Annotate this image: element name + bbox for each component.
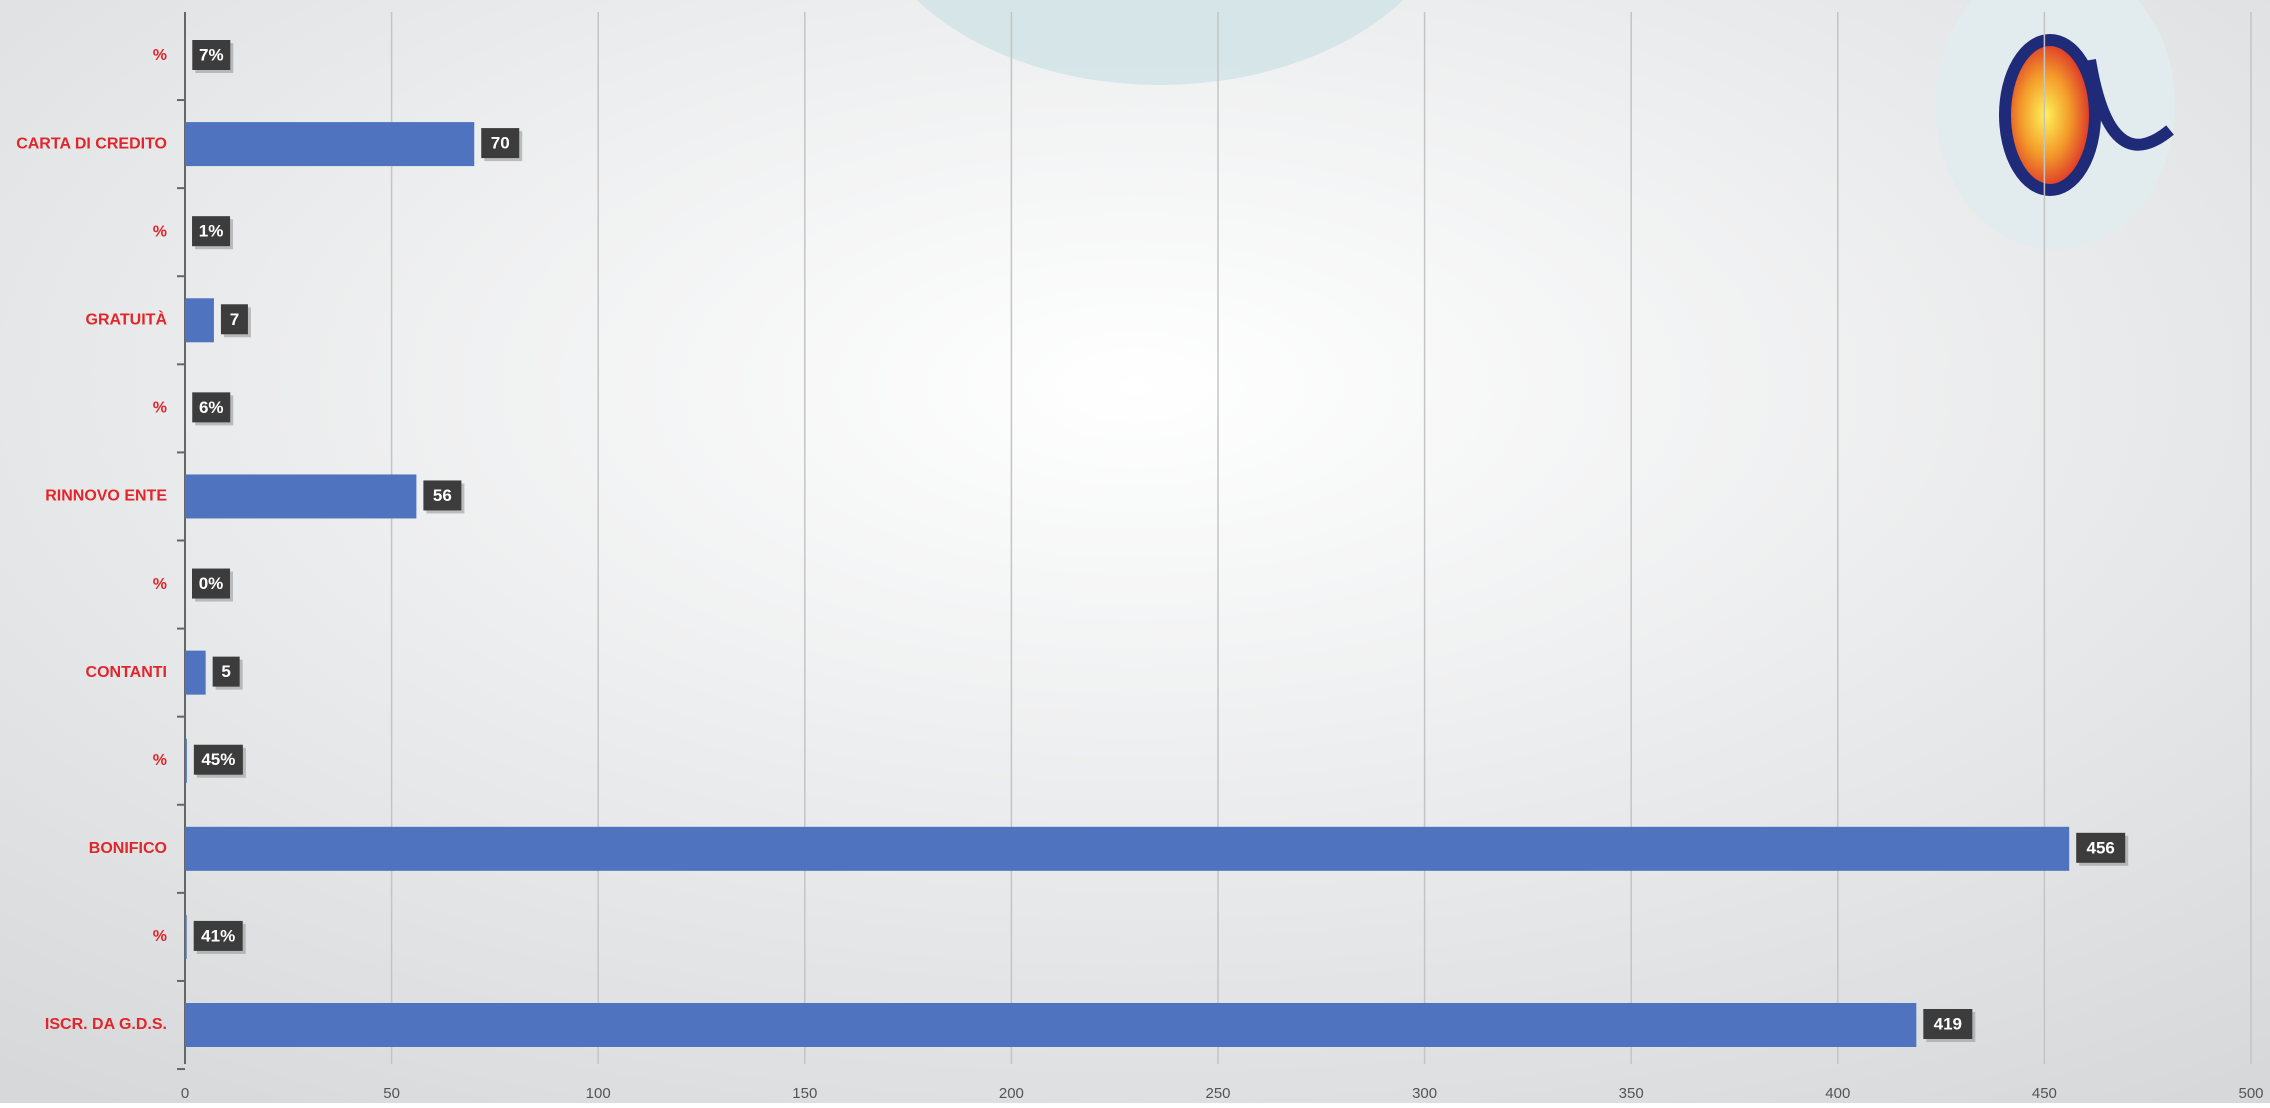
x-tick-label: 0 [181, 1085, 189, 1102]
x-tick-label: 350 [1619, 1085, 1644, 1102]
data-label: 45% [201, 750, 235, 769]
y-tick-label: CONTANTI [86, 664, 167, 681]
data-label: 5 [221, 662, 230, 681]
data-label: 7% [199, 45, 224, 64]
x-tick-label: 100 [586, 1085, 611, 1102]
data-label: 0% [199, 574, 224, 593]
y-tick-label: % [153, 752, 167, 769]
x-tick-label: 50 [383, 1085, 400, 1102]
data-label: 419 [1934, 1014, 1962, 1033]
y-tick-label: % [153, 223, 167, 240]
data-label: 70 [491, 134, 510, 153]
bar [185, 122, 474, 166]
data-label: 456 [2087, 838, 2115, 857]
bar [185, 739, 187, 783]
bar [185, 915, 187, 959]
y-tick-label: % [153, 576, 167, 593]
y-tick-label: RINNOVO ENTE [45, 488, 167, 505]
data-label: 6% [199, 398, 224, 417]
x-tick-label: 450 [2032, 1085, 2057, 1102]
y-tick-label: BONIFICO [89, 840, 167, 857]
x-tick-label: 150 [792, 1085, 817, 1102]
data-label: 41% [201, 926, 235, 945]
y-tick-label: GRATUITÀ [86, 309, 168, 328]
bar [185, 651, 206, 695]
y-tick-label: CARTA DI CREDITO [16, 135, 167, 152]
bar [185, 474, 416, 518]
y-tick-label: ISCR. DA G.D.S. [45, 1016, 167, 1033]
bar [185, 1003, 1916, 1047]
x-tick-label: 500 [2238, 1085, 2263, 1102]
y-tick-label: % [153, 400, 167, 417]
y-tick-label: % [153, 47, 167, 64]
data-label: 56 [433, 486, 452, 505]
x-tick-label: 200 [999, 1085, 1024, 1102]
x-tick-label: 250 [1205, 1085, 1230, 1102]
bar [185, 298, 214, 342]
data-label: 1% [199, 222, 224, 241]
y-tick-label: % [153, 928, 167, 945]
data-label: 7 [230, 310, 239, 329]
x-tick-label: 400 [1825, 1085, 1850, 1102]
bar [185, 827, 2069, 871]
x-tick-label: 300 [1412, 1085, 1437, 1102]
